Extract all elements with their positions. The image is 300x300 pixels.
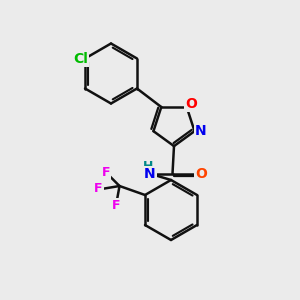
Text: O: O — [185, 97, 197, 111]
Text: Cl: Cl — [73, 52, 88, 65]
Text: F: F — [102, 166, 110, 179]
Text: N: N — [195, 124, 206, 138]
Text: O: O — [195, 167, 207, 181]
Text: F: F — [94, 182, 103, 196]
Text: H: H — [143, 160, 154, 173]
Text: F: F — [112, 199, 121, 212]
Text: N: N — [144, 167, 156, 181]
